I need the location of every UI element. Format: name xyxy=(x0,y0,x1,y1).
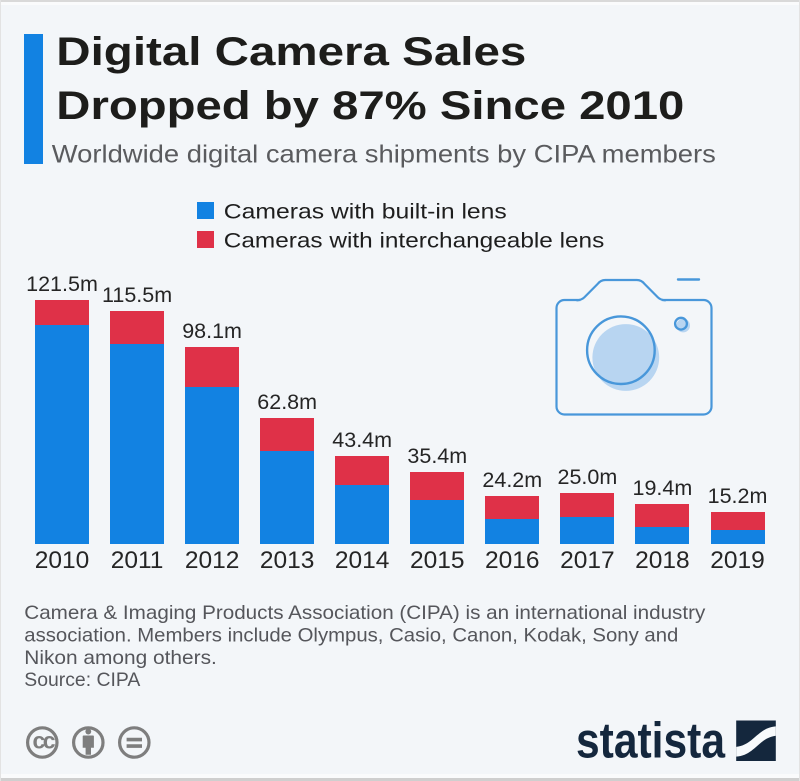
svg-text:cc: cc xyxy=(33,727,56,753)
svg-text:Camera & Imaging Products Asso: Camera & Imaging Products Association (C… xyxy=(24,603,705,624)
svg-text:statista: statista xyxy=(576,712,726,768)
svg-text:Cameras with built-in lens: Cameras with built-in lens xyxy=(224,200,507,224)
svg-text:Nikon among others.: Nikon among others. xyxy=(24,648,217,669)
svg-text:Dropped by 87% Since 2010: Dropped by 87% Since 2010 xyxy=(56,84,684,128)
svg-text:Worldwide digital camera shipm: Worldwide digital camera shipments by CI… xyxy=(52,141,716,169)
svg-text:Digital Camera Sales: Digital Camera Sales xyxy=(56,30,526,74)
svg-text:association. Members include O: association. Members include Olympus, Ca… xyxy=(24,626,678,647)
svg-text:Source: CIPA: Source: CIPA xyxy=(24,670,140,691)
svg-text:Cameras with interchangeable l: Cameras with interchangeable lens xyxy=(224,229,605,253)
